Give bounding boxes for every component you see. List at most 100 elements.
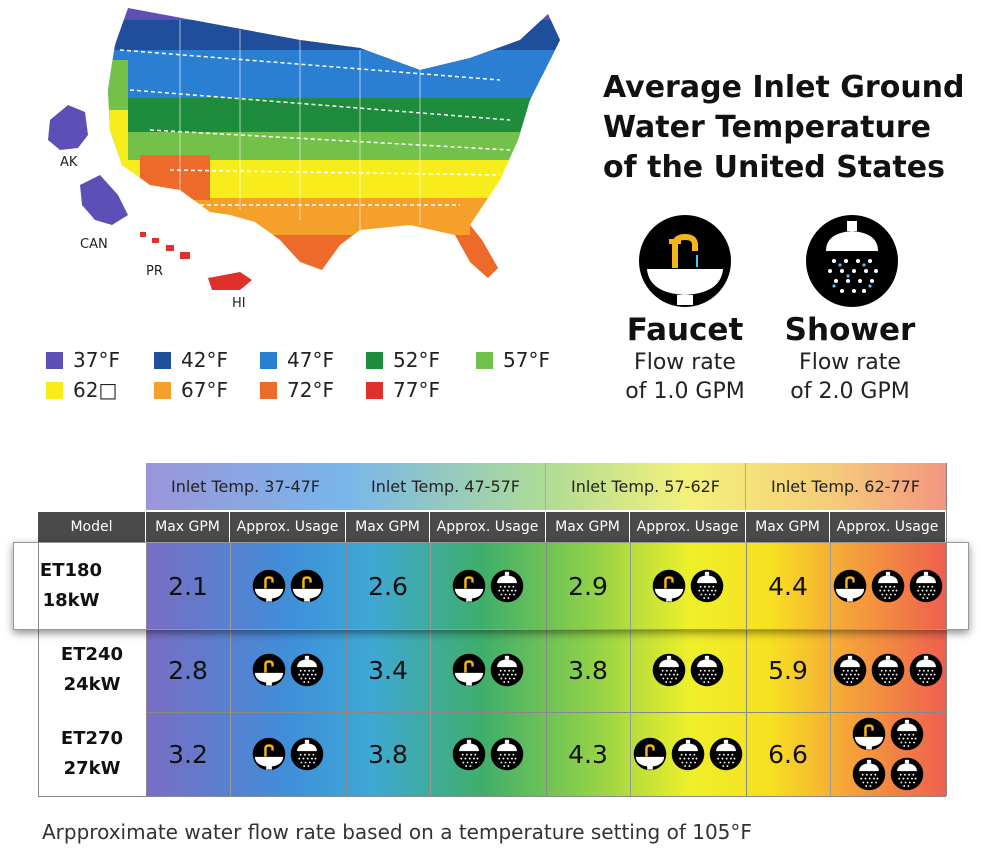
cell-divider [230,628,231,712]
usage-icons [230,628,346,712]
faucet-desc: Flow rate of 1.0 GPM [595,348,775,406]
max-gpm-value: 4.4 [768,571,808,601]
legend-label: 62□ [73,378,118,402]
cell-divider [830,628,831,712]
column-divider [546,712,547,796]
shower-icon [490,569,524,603]
cell-divider [630,628,631,712]
faucet-icon [452,653,486,687]
header-gradient [146,463,946,510]
max-gpm-value: 2.1 [168,571,208,601]
max-gpm-value: 2.6 [368,571,408,601]
faucet-desc-line1: Flow rate [634,350,736,375]
legend-label: 77°F [393,378,440,402]
model-header: Model [38,512,146,542]
footnote: Arpproximate water flow rate based on a … [42,820,752,844]
legend-swatch [260,381,277,399]
max-gpm-value: 3.8 [568,655,608,685]
usage-header: Approx. Usage [630,512,746,542]
range-header: Inlet Temp. 62-77F [746,463,946,510]
page-title: Average Inlet Ground Water Temperature o… [603,70,965,185]
shower-icon [490,737,524,771]
column-divider [346,543,347,629]
legend-swatch [366,381,383,399]
column-divider [346,628,347,712]
faucet-icon [452,569,486,603]
cell-divider [230,712,231,796]
usage-header: Approx. Usage [230,512,346,542]
map-label-pr: PR [146,264,163,279]
model-name: ET270 [60,728,124,749]
row-divider [38,712,946,713]
legend-item: 72°F [260,376,334,404]
range-header: Inlet Temp. 47-57F [346,463,546,510]
legend-swatch [154,351,171,369]
cell-divider [230,543,231,629]
shower-icon [909,569,943,603]
legend-swatch [366,351,383,369]
legend-item: 57°F [476,346,550,374]
faucet-icon [833,569,867,603]
faucet-icon [252,653,286,687]
shower-icon [871,653,905,687]
usage-icons [630,628,746,712]
usage-icons [430,543,546,629]
shower-icon [890,757,924,791]
shower-icon [690,653,724,687]
model-cell: ET180 18kW [14,543,128,629]
legend-swatch [46,381,63,399]
faucet-icon [290,569,324,603]
faucet-icon [252,737,286,771]
shower-desc-line1: Flow rate [799,350,901,375]
legend-swatch [476,351,493,369]
temperature-legend: 37°F 42°F 47°F 52°F 57°F 62□ 67°F 72°F 77°F [46,346,576,406]
max-gpm-header: Max GPM [146,512,230,542]
shower-icon [709,737,743,771]
shower-icon [652,653,686,687]
legend-item: 37°F [46,346,120,374]
model-power: 24kW [63,674,121,695]
map-label-can: CAN [80,237,108,252]
us-map-graphic [48,8,560,290]
legend-label: 57°F [503,348,550,372]
cell-divider [430,712,431,796]
range-header: Inlet Temp. 57-62F [546,463,746,510]
shower-icon [671,737,705,771]
usage-icons [830,543,946,629]
legend-item: 62□ [46,376,117,404]
shower-icon [852,757,886,791]
max-gpm-value: 3.4 [368,655,408,685]
cell-divider [830,543,831,629]
model-power: 18kW [42,590,100,611]
usage-header: Approx. Usage [830,512,946,542]
cell-divider [830,712,831,796]
max-gpm-header: Max GPM [746,512,830,542]
shower-icon [890,717,924,751]
shower-icon [290,653,324,687]
max-gpm-value: 2.9 [568,571,608,601]
usage-icons [630,543,746,629]
shower-icon [806,215,898,307]
shower-desc: Flow rate of 2.0 GPM [760,348,940,406]
faucet-title: Faucet [626,312,744,348]
usage-icons [430,712,546,796]
usage-icons [630,712,746,796]
column-divider [746,628,747,712]
max-gpm-header: Max GPM [346,512,430,542]
legend-label: 47°F [287,348,334,372]
legend-label: 72°F [287,378,334,402]
cell-divider [430,628,431,712]
legend-item: 42°F [154,346,228,374]
legend-label: 52°F [393,348,440,372]
legend-label: 67°F [181,378,228,402]
usage-icons [830,712,946,796]
table-model-border [146,542,147,796]
featured-row-highlight [13,542,969,630]
row-divider [38,796,946,797]
max-gpm-value: 3.2 [168,739,208,769]
max-gpm-header: Max GPM [546,512,630,542]
faucet-icon [852,717,886,751]
faucet-icon [652,569,686,603]
cell-divider [630,543,631,629]
